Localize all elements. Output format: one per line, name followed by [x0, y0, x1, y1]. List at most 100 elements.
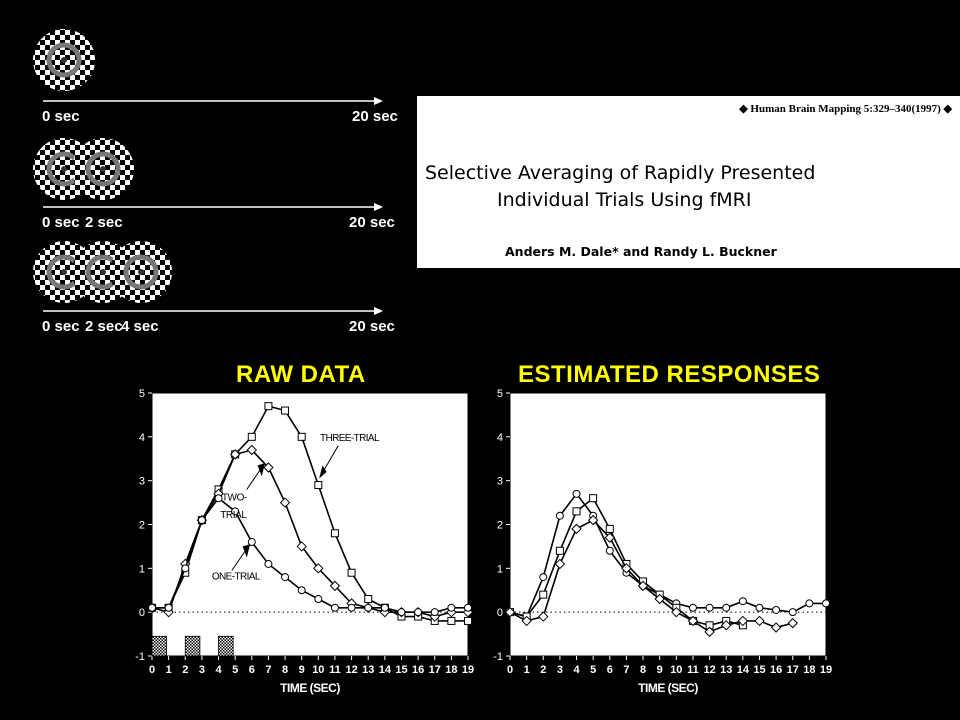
- raw-xtick-label: 17: [429, 664, 441, 676]
- est-data-point: [539, 573, 548, 582]
- est-data-point: [504, 606, 516, 618]
- est-data-point: [687, 615, 699, 627]
- est-data-point: [605, 524, 614, 533]
- est-xtick-label: 14: [737, 664, 750, 676]
- est-xtick-label: 4: [573, 664, 580, 676]
- raw-x-axis-label: TIME (SEC): [280, 681, 340, 695]
- est-data-point: [604, 532, 615, 543]
- raw-xtick-label: 4: [215, 664, 222, 676]
- est-data-point: [737, 615, 749, 627]
- est-ytick-label: 5: [497, 388, 503, 400]
- est-xtick-label: 3: [557, 664, 563, 676]
- paper-authors: Anders M. Dale* and Randy L. Buckner: [505, 244, 777, 259]
- raw-data-point: [430, 608, 439, 617]
- raw-data-point: [281, 573, 290, 582]
- est-data-point: [571, 523, 582, 535]
- est-data-point: [539, 590, 548, 599]
- raw-xtick-label: 7: [265, 664, 271, 676]
- raw-ytick-label: 5: [139, 388, 145, 400]
- est-data-point: [587, 514, 599, 526]
- raw-data-point: [181, 564, 190, 573]
- arrowhead-icon: [374, 97, 383, 105]
- est-xtick-label: 6: [607, 664, 613, 676]
- raw-xtick-label: 14: [379, 664, 392, 676]
- raw-data-point: [330, 603, 339, 612]
- est-data-point: [755, 603, 764, 612]
- row2-end-label: 20 sec: [349, 214, 395, 231]
- est-data-point: [822, 599, 830, 608]
- est-data-point: [621, 563, 632, 574]
- est-data-point: [554, 558, 566, 570]
- est-xtick-label: 2: [540, 664, 546, 676]
- raw-stimulus-bar: [218, 635, 234, 657]
- annotation-one-trial: ONE-TRIAL: [212, 571, 261, 582]
- raw-xtick-label: 15: [395, 664, 407, 676]
- est-ytick-label: 3: [497, 476, 503, 488]
- raw-data-point: [297, 586, 306, 595]
- row3-label-0: 0 sec: [42, 318, 80, 335]
- est-xtick-label: 18: [803, 664, 815, 676]
- raw-data-point: [364, 603, 373, 612]
- raw-xtick-label: 8: [282, 664, 288, 676]
- raw-data-point: [314, 595, 323, 604]
- raw-data-point: [297, 432, 306, 441]
- raw-data-point: [330, 529, 339, 538]
- raw-data-point: [347, 568, 356, 577]
- raw-data-point: [264, 402, 273, 411]
- raw-data-point: [197, 516, 206, 525]
- raw-data-point: [464, 603, 472, 612]
- row1-label-0: 0 sec: [42, 108, 80, 125]
- est-xtick-label: 17: [787, 664, 799, 676]
- raw-ytick-label: -1: [135, 651, 145, 663]
- raw-data-point: [214, 494, 223, 503]
- arrowhead-icon: [374, 307, 383, 315]
- est-data-point: [538, 611, 549, 622]
- est-data-point: [705, 603, 714, 612]
- est-ytick-label: -1: [493, 651, 503, 663]
- est-data-point: [805, 599, 814, 608]
- raw-data-point: [296, 541, 307, 552]
- est-data-point: [788, 608, 797, 617]
- est-data-point: [787, 617, 798, 629]
- raw-xtick-label: 10: [312, 664, 324, 676]
- est-data-point: [555, 546, 564, 555]
- journal-citation: ◆ Human Brain Mapping 5:329–340(1997) ◆: [739, 103, 952, 115]
- checkerboard-radial-icon: [33, 29, 95, 91]
- arrowhead-icon: [242, 544, 251, 558]
- raw-ytick-label: 1: [139, 563, 145, 575]
- checkerboard-radial-icon: [110, 241, 172, 303]
- raw-data-point: [464, 616, 472, 625]
- raw-data-point: [148, 603, 156, 612]
- est-data-point: [605, 546, 614, 555]
- row3-end-label: 20 sec: [349, 318, 395, 335]
- row3-label-1: 2 sec: [85, 318, 123, 335]
- raw-data-point: [264, 559, 273, 568]
- raw-data-point: [397, 608, 406, 617]
- est-xtick-label: 9: [657, 664, 663, 676]
- raw-ytick-label: 2: [139, 520, 145, 532]
- est-data-point: [555, 511, 564, 520]
- raw-data-point: [314, 481, 323, 490]
- raw-ytick-label: 3: [139, 476, 145, 488]
- est-xtick-label: 15: [753, 664, 765, 676]
- est-ytick-label: 4: [497, 432, 503, 444]
- stimulus-svg: [33, 29, 383, 315]
- row2-label-0: 0 sec: [42, 214, 80, 231]
- est-xtick-label: 13: [720, 664, 732, 676]
- raw-data-point: [313, 563, 324, 574]
- raw-xtick-label: 0: [149, 664, 155, 676]
- est-ytick-label: 1: [497, 563, 503, 575]
- raw-data-point: [247, 432, 256, 441]
- est-ytick-label: 2: [497, 520, 503, 532]
- raw-data-point: [347, 603, 356, 612]
- est-xtick-label: 12: [703, 664, 715, 676]
- checkerboard-radial-icon: [72, 138, 134, 200]
- raw-data-point: [247, 538, 256, 547]
- est-data-point: [572, 489, 581, 498]
- raw-data-point: [364, 595, 373, 604]
- raw-xtick-label: 16: [412, 664, 424, 676]
- paper-header: ◆ Human Brain Mapping 5:329–340(1997) ◆ …: [417, 96, 960, 268]
- raw-xtick-label: 1: [166, 664, 172, 676]
- arrowhead-icon: [319, 465, 327, 479]
